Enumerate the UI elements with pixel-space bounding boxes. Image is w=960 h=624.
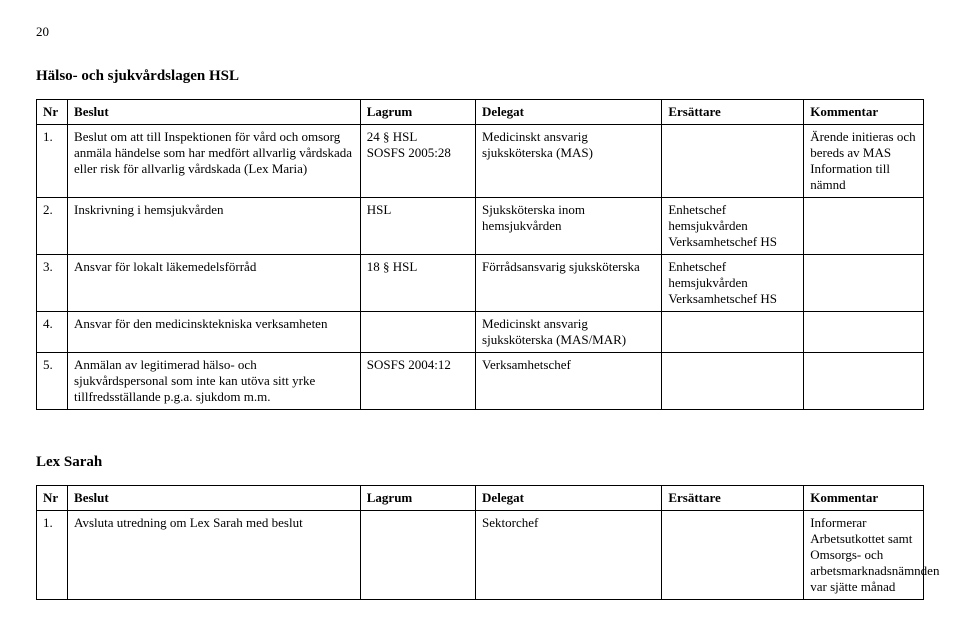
col-header: Ersättare <box>662 486 804 511</box>
cell-nr: 3. <box>37 255 68 312</box>
cell-delegat: Förrådsansvarig sjuksköterska <box>476 255 662 312</box>
col-header: Beslut <box>68 486 361 511</box>
cell-nr: 1. <box>37 511 68 600</box>
table-section1b: 3.Ansvar för lokalt läkemedelsförråd18 §… <box>36 254 924 410</box>
table-section1: Nr Beslut Lagrum Delegat Ersättare Komme… <box>36 99 924 255</box>
table-row: 2.Inskrivning i hemsjukvårdenHSLSjuksköt… <box>37 198 924 255</box>
cell-beslut: Beslut om att till Inspektionen för vård… <box>68 125 361 198</box>
col-header: Lagrum <box>360 486 475 511</box>
cell-kom <box>804 312 924 353</box>
cell-nr: 4. <box>37 312 68 353</box>
cell-lagrum: SOSFS 2004:12 <box>360 353 475 410</box>
cell-lagrum: HSL <box>360 198 475 255</box>
cell-kom <box>804 255 924 312</box>
col-header: Ersättare <box>662 100 804 125</box>
cell-delegat: Sjuksköterska inom hemsjukvården <box>476 198 662 255</box>
cell-lagrum: 24 § HSL SOSFS 2005:28 <box>360 125 475 198</box>
cell-ers <box>662 353 804 410</box>
cell-kom: Ärende initieras och bereds av MAS Infor… <box>804 125 924 198</box>
col-header: Nr <box>37 100 68 125</box>
table-row: 5.Anmälan av legitimerad hälso- och sjuk… <box>37 353 924 410</box>
table-row: 1.Beslut om att till Inspektionen för vå… <box>37 125 924 198</box>
col-header: Kommentar <box>804 100 924 125</box>
cell-beslut: Avsluta utredning om Lex Sarah med beslu… <box>68 511 361 600</box>
cell-ers <box>662 511 804 600</box>
page-number: 20 <box>36 24 924 40</box>
cell-nr: 5. <box>37 353 68 410</box>
section2-title: Lex Sarah <box>36 454 924 471</box>
cell-ers <box>662 125 804 198</box>
table-header-row: Nr Beslut Lagrum Delegat Ersättare Komme… <box>37 100 924 125</box>
cell-ers: Enhetschef hemsjukvården Verksamhetschef… <box>662 198 804 255</box>
cell-lagrum: 18 § HSL <box>360 255 475 312</box>
table-row: 1.Avsluta utredning om Lex Sarah med bes… <box>37 511 924 600</box>
cell-delegat: Medicinskt ansvarig sjuksköterska (MAS) <box>476 125 662 198</box>
cell-kom: Informerar Arbetsutkottet samt Omsorgs- … <box>804 511 924 600</box>
cell-beslut: Ansvar för lokalt läkemedelsförråd <box>68 255 361 312</box>
cell-ers: Enhetschef hemsjukvården Verksamhetschef… <box>662 255 804 312</box>
cell-kom <box>804 353 924 410</box>
cell-delegat: Medicinskt ansvarig sjuksköterska (MAS/M… <box>476 312 662 353</box>
col-header: Delegat <box>476 486 662 511</box>
table-row: 3.Ansvar för lokalt läkemedelsförråd18 §… <box>37 255 924 312</box>
col-header: Nr <box>37 486 68 511</box>
cell-ers <box>662 312 804 353</box>
cell-beslut: Anmälan av legitimerad hälso- och sjukvå… <box>68 353 361 410</box>
table-body: 3.Ansvar för lokalt läkemedelsförråd18 §… <box>37 255 924 410</box>
cell-nr: 1. <box>37 125 68 198</box>
table-body: 1.Avsluta utredning om Lex Sarah med bes… <box>37 511 924 600</box>
table-section2: Nr Beslut Lagrum Delegat Ersättare Komme… <box>36 485 924 600</box>
col-header: Kommentar <box>804 486 924 511</box>
table-header-row: Nr Beslut Lagrum Delegat Ersättare Komme… <box>37 486 924 511</box>
table-row: 4.Ansvar för den medicinsktekniska verks… <box>37 312 924 353</box>
cell-lagrum <box>360 511 475 600</box>
cell-lagrum <box>360 312 475 353</box>
col-header: Lagrum <box>360 100 475 125</box>
cell-delegat: Verksamhetschef <box>476 353 662 410</box>
cell-beslut: Inskrivning i hemsjukvården <box>68 198 361 255</box>
col-header: Beslut <box>68 100 361 125</box>
cell-nr: 2. <box>37 198 68 255</box>
cell-beslut: Ansvar för den medicinsktekniska verksam… <box>68 312 361 353</box>
cell-delegat: Sektorchef <box>476 511 662 600</box>
col-header: Delegat <box>476 100 662 125</box>
cell-kom <box>804 198 924 255</box>
section1-title: Hälso- och sjukvårdslagen HSL <box>36 68 924 85</box>
table-body: 1.Beslut om att till Inspektionen för vå… <box>37 125 924 255</box>
